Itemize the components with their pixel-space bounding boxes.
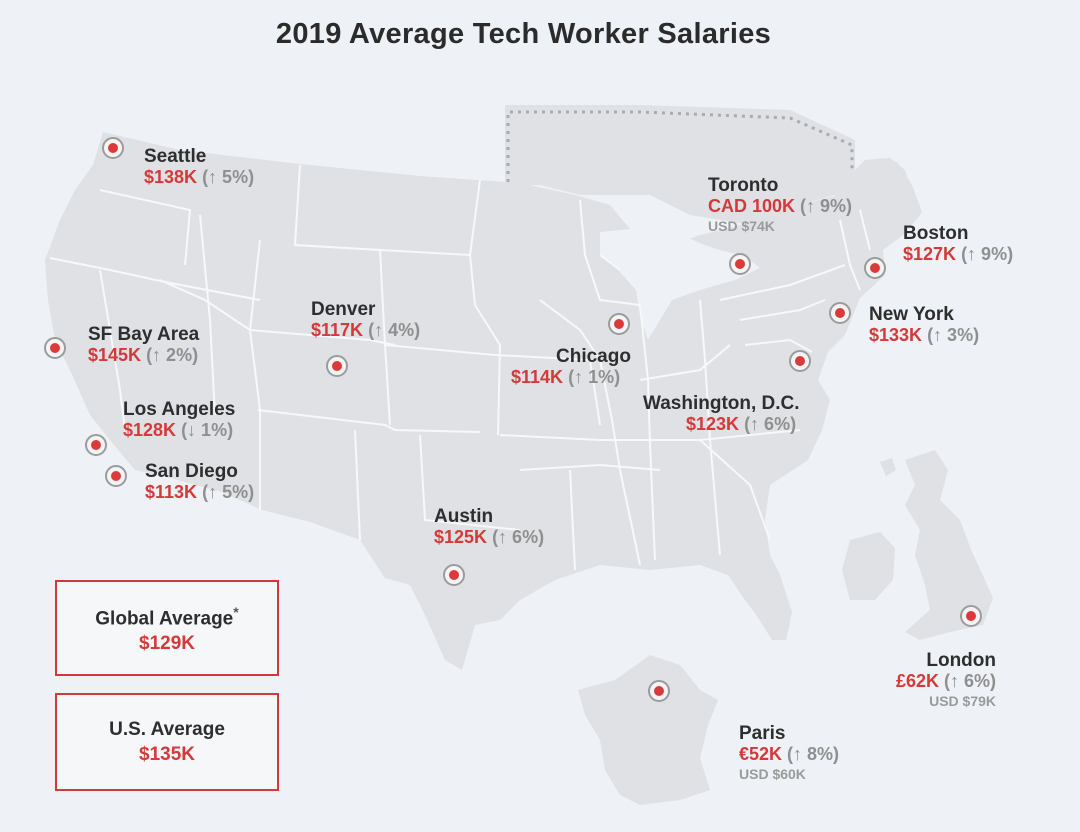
salary: $125K — [434, 527, 488, 547]
city-name: Paris — [739, 723, 786, 744]
florida — [720, 545, 792, 640]
salary: $117K — [311, 320, 364, 340]
sd-label: San Diego $113K (↑ 5%) — [145, 461, 254, 503]
change: (↑ 4%) — [368, 320, 421, 340]
city-name: Austin — [434, 506, 494, 527]
salary: $127K — [903, 244, 957, 264]
london-label: London £62K (↑ 6%) USD $79K — [863, 650, 996, 710]
change: (↑ 6%) — [943, 671, 996, 691]
us-map — [45, 105, 922, 670]
city-name: SF Bay Area — [88, 324, 200, 345]
chicago-label: Chicago $114K (↑ 1%) — [511, 346, 631, 388]
city-name: London — [926, 650, 996, 671]
footnote-mark: * — [233, 604, 239, 620]
change: (↑ 3%) — [927, 325, 980, 345]
us-average-box: U.S. Average $135K — [55, 693, 279, 791]
ireland — [842, 532, 895, 600]
global-average-value: $129K — [139, 633, 195, 655]
toronto-label: Toronto CAD 100K (↑ 9%) USD $74K — [708, 175, 852, 235]
state-borders — [49, 164, 871, 571]
usd-equivalent: USD $74K — [708, 218, 775, 234]
austin-marker[interactable] — [443, 564, 465, 586]
canada-dotted-border — [506, 110, 854, 182]
city-name: Los Angeles — [123, 399, 236, 420]
salary: $128K — [123, 420, 177, 440]
sf-marker[interactable] — [44, 337, 66, 359]
canada-region — [505, 105, 855, 224]
chicago-marker[interactable] — [608, 313, 630, 335]
city-name: Chicago — [556, 346, 631, 367]
salary: $113K — [145, 482, 198, 502]
great-britain — [905, 450, 993, 640]
change: (↑ 9%) — [800, 196, 853, 216]
denver-label: Denver $117K (↑ 4%) — [311, 299, 420, 341]
island-small — [880, 458, 896, 476]
us-average-label: U.S. Average — [109, 719, 225, 740]
france-map — [578, 655, 718, 805]
boston-label: Boston $127K (↑ 9%) — [903, 223, 1013, 265]
city-name: Boston — [903, 223, 969, 244]
maine — [855, 158, 922, 232]
salary: CAD 100K — [708, 196, 796, 216]
france — [578, 655, 718, 805]
global-average-box: Global Average* $129K — [55, 580, 279, 676]
salary: $123K — [686, 414, 740, 434]
city-name: Denver — [311, 299, 376, 320]
city-name: Washington, D.C. — [643, 393, 800, 414]
seattle-label: Seattle $138K (↑ 5%) — [144, 146, 254, 188]
change: (↑ 1%) — [568, 367, 621, 387]
usd-equivalent: USD $60K — [739, 766, 806, 782]
salary: £62K — [895, 671, 939, 691]
paris-marker[interactable] — [648, 680, 670, 702]
salary: $138K — [144, 167, 198, 187]
london-marker[interactable] — [960, 605, 982, 627]
boston-marker[interactable] — [864, 257, 886, 279]
city-name: San Diego — [145, 461, 238, 482]
toronto-marker[interactable] — [729, 253, 751, 275]
sf-label: SF Bay Area $145K (↑ 2%) — [88, 324, 199, 366]
change: (↑ 9%) — [961, 244, 1014, 264]
salary: $133K — [869, 325, 923, 345]
salary: €52K — [739, 744, 783, 764]
la-label: Los Angeles $128K (↓ 1%) — [123, 399, 235, 441]
city-name: Toronto — [708, 175, 779, 196]
ny-label: New York $133K (↑ 3%) — [869, 304, 979, 346]
uk-map — [842, 450, 993, 640]
seattle-marker[interactable] — [102, 137, 124, 159]
change: (↑ 2%) — [146, 345, 199, 365]
usd-equivalent: USD $79K — [929, 693, 996, 709]
dc-marker[interactable] — [789, 350, 811, 372]
city-name: Seattle — [144, 146, 207, 167]
change: (↑ 8%) — [787, 744, 840, 764]
paris-label: Paris €52K (↑ 8%) USD $60K — [739, 723, 839, 783]
change: (↑ 5%) — [202, 167, 255, 187]
denver-marker[interactable] — [326, 355, 348, 377]
austin-label: Austin $125K (↑ 6%) — [434, 506, 544, 548]
global-average-label: Global Average* — [95, 604, 239, 630]
city-name: New York — [869, 304, 954, 325]
us-average-value: $135K — [139, 744, 195, 765]
change: (↑ 6%) — [744, 414, 797, 434]
salary: $114K — [511, 367, 564, 387]
sd-marker[interactable] — [105, 465, 127, 487]
change: (↑ 5%) — [202, 482, 255, 502]
change: (↓ 1%) — [181, 420, 234, 440]
page-title: 2019 Average Tech Worker Salaries — [275, 18, 772, 50]
la-marker[interactable] — [85, 434, 107, 456]
ny-marker[interactable] — [829, 302, 851, 324]
dc-label: Washington, D.C. $123K (↑ 6%) — [643, 393, 800, 435]
change: (↑ 6%) — [492, 527, 545, 547]
salary: $145K — [88, 345, 142, 365]
